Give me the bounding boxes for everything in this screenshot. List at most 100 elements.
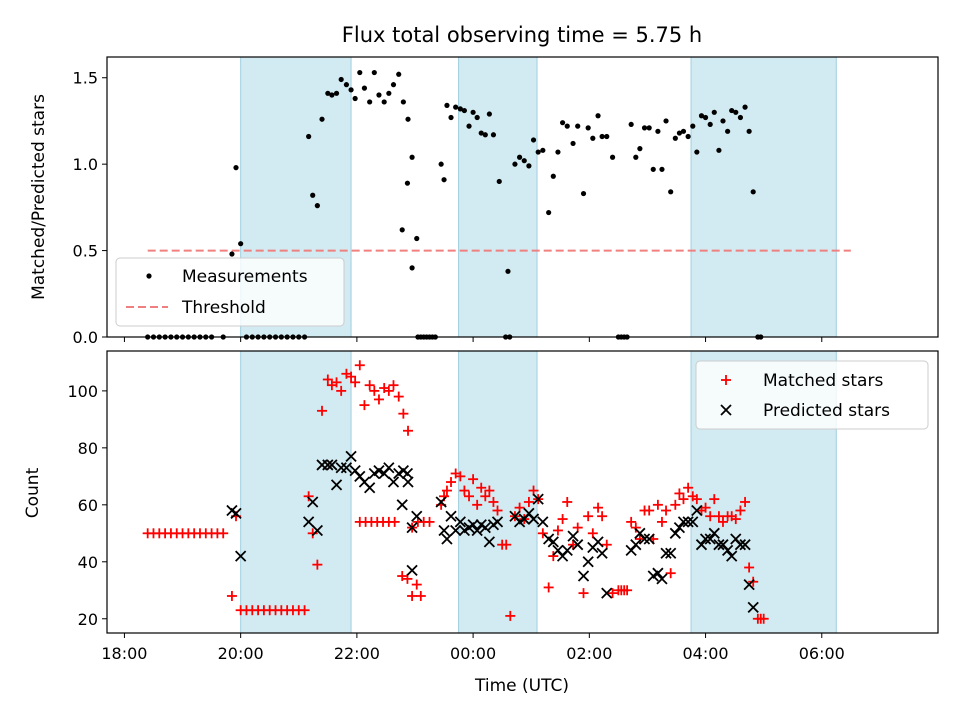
data-point: [637, 146, 643, 152]
data-point-stroke: [396, 499, 408, 511]
data-point-stroke: [340, 462, 353, 474]
data-point: [350, 377, 361, 388]
data-point: [491, 516, 504, 528]
data-point-stroke: [454, 516, 466, 528]
data-point: [474, 114, 480, 121]
data-point: [609, 154, 616, 160]
data-point: [548, 551, 559, 562]
data-point: [575, 123, 581, 129]
data-point: [404, 180, 411, 186]
data-point: [402, 476, 414, 488]
data-point: [488, 496, 499, 507]
bottom-y-axis-label: Count: [23, 467, 43, 518]
data-point: [656, 573, 668, 585]
data-point-stroke: [634, 527, 646, 539]
data-point: [661, 505, 672, 516]
data-point-stroke: [358, 476, 371, 488]
data-point: [547, 536, 559, 548]
data-point: [521, 158, 527, 164]
data-point: [630, 539, 642, 551]
data-point: [729, 107, 735, 114]
data-point: [641, 125, 648, 131]
data-point-stroke: [235, 550, 247, 562]
data-point-stroke: [523, 507, 535, 520]
data-point: [468, 474, 479, 485]
data-point: [685, 133, 691, 140]
data-point-stroke: [547, 536, 559, 548]
data-point: [398, 408, 409, 419]
data-point: [740, 496, 751, 507]
data-point-stroke: [630, 539, 642, 551]
legend-label: Predicted stars: [763, 401, 890, 421]
data-point: [325, 90, 331, 96]
data-point: [322, 374, 333, 385]
data-point: [466, 123, 472, 129]
data-point: [470, 109, 476, 115]
legend-label: Matched stars: [763, 371, 883, 391]
top-panel: 0.0 0.5 1.0 1.5 Measurements Threshold: [73, 56, 939, 347]
data-point: [543, 582, 554, 593]
data-point: [672, 135, 678, 141]
data-point: [312, 559, 323, 570]
data-point-stroke: [335, 462, 347, 474]
data-point-stroke: [354, 470, 366, 482]
data-point: [660, 547, 672, 559]
axes-frame: [106, 350, 939, 634]
data-point: [626, 516, 637, 527]
data-point: [383, 385, 394, 396]
data-point-stroke: [601, 587, 613, 599]
x-tick-label: 18:00: [101, 644, 147, 663]
data-point-stroke: [687, 516, 699, 528]
data-point: [557, 514, 568, 525]
data-point: [705, 511, 716, 522]
data-point: [397, 571, 408, 582]
data-point: [450, 524, 462, 537]
data-point: [630, 522, 641, 533]
data-point: [691, 494, 702, 505]
data-point: [233, 165, 239, 171]
data-point-stroke: [450, 524, 462, 537]
y-tick-label: 60: [78, 496, 98, 515]
data-point: [322, 459, 334, 471]
data-point: [307, 528, 318, 539]
data-point: [526, 163, 532, 169]
data-point: [604, 133, 610, 140]
data-point: [403, 425, 414, 436]
data-point: [352, 95, 358, 102]
data-point-stroke: [660, 547, 672, 559]
data-point-stroke: [638, 533, 651, 545]
shaded-interval: [691, 57, 837, 337]
data-point: [330, 479, 343, 491]
data-point: [490, 132, 497, 138]
data-point-stroke: [730, 533, 742, 545]
data-point: [387, 476, 400, 488]
data-point: [595, 113, 601, 119]
data-point: [369, 385, 380, 396]
data-point: [453, 104, 459, 110]
axes-frame: [106, 56, 939, 338]
data-point-stroke: [704, 533, 716, 545]
data-point: [373, 394, 384, 405]
data-point: [530, 137, 537, 143]
data-point: [596, 547, 608, 559]
data-point-stroke: [402, 476, 414, 488]
data-point-stroke: [561, 544, 573, 557]
data-point-stroke: [406, 521, 418, 534]
data-point: [564, 123, 570, 129]
data-point: [319, 116, 325, 122]
data-point: [682, 516, 694, 528]
data-point: [550, 173, 556, 179]
data-point: [546, 209, 552, 216]
data-point: [702, 114, 709, 121]
data-point-stroke: [673, 521, 686, 534]
data-point: [303, 491, 314, 502]
data-point: [335, 462, 347, 474]
data-point: [739, 539, 751, 551]
data-point: [396, 499, 408, 511]
data-point-stroke: [691, 504, 703, 517]
data-point-stroke: [411, 510, 423, 522]
data-point: [478, 130, 484, 136]
data-point: [572, 539, 584, 551]
data-point: [405, 116, 411, 122]
legend-box: [115, 257, 345, 327]
